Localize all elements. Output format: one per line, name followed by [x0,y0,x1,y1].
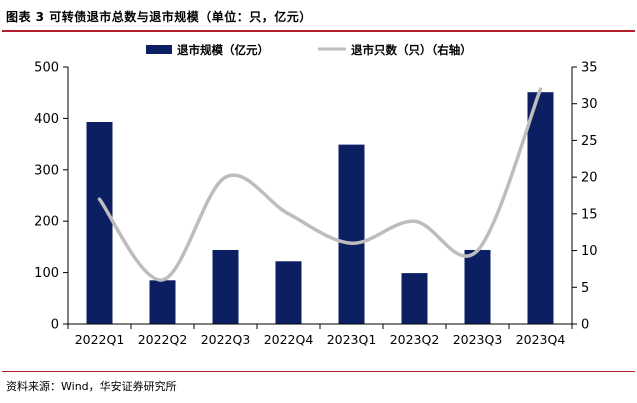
source-divider [2,371,635,372]
legend-line-label: 退市只数（只）（右轴） [351,43,472,57]
y2-tick-label: 10 [581,244,598,259]
bar-series [86,92,554,324]
y2-tick-label: 30 [581,97,598,112]
y-tick-label: 100 [34,266,59,281]
y2-tick-label: 0 [581,318,589,333]
y-tick-label: 200 [34,215,59,230]
source-note: 资料来源：Wind，华安证券研究所 [6,380,177,393]
title-divider [2,30,635,32]
x-tick-label: 2022Q4 [264,332,314,347]
x-tick-label: 2023Q4 [516,332,566,347]
bar-2022Q3 [212,249,239,324]
bar-2022Q4 [275,261,302,324]
y2-tick-label: 20 [581,171,598,186]
y-tick-label: 300 [34,163,59,178]
legend: 退市规模（亿元） 退市只数（只）（右轴） [146,43,472,57]
y2-tick-label: 5 [581,281,589,296]
x-tick-label: 2023Q2 [390,332,440,347]
bar-2023Q2 [401,273,428,324]
x-tick-label: 2022Q1 [75,332,125,347]
legend-bar-label: 退市规模（亿元） [177,43,269,57]
bar-2022Q2 [149,280,176,324]
legend-bar-swatch [146,45,172,54]
y-tick-label: 500 [34,61,59,76]
x-tick-label: 2022Q3 [201,332,251,347]
line-series [97,87,543,282]
chart-title: 图表 3 可转债退市总数与退市规模（单位：只，亿元） [6,10,312,24]
bar-2023Q4 [527,92,554,324]
y2-tick-label: 35 [581,61,598,76]
bar-2022Q1 [86,121,113,324]
y-tick-label: 0 [51,318,59,333]
chart: 退市规模（亿元） 退市只数（只）（右轴） 0 100 200 300 400 500 0 5 1… [34,43,597,348]
y-tick-label: 400 [34,112,59,127]
x-tick-label: 2022Q2 [138,332,188,347]
y2-tick-label: 25 [581,134,598,149]
y2-tick-label: 15 [581,207,598,222]
bar-2023Q1 [338,144,365,324]
bar-2023Q3 [464,249,491,324]
x-tick-label: 2023Q3 [453,332,503,347]
axes: 0 100 200 300 400 500 0 5 10 15 20 25 30 35 2022Q1 2022… [34,61,597,348]
x-tick-label: 2023Q1 [327,332,377,347]
